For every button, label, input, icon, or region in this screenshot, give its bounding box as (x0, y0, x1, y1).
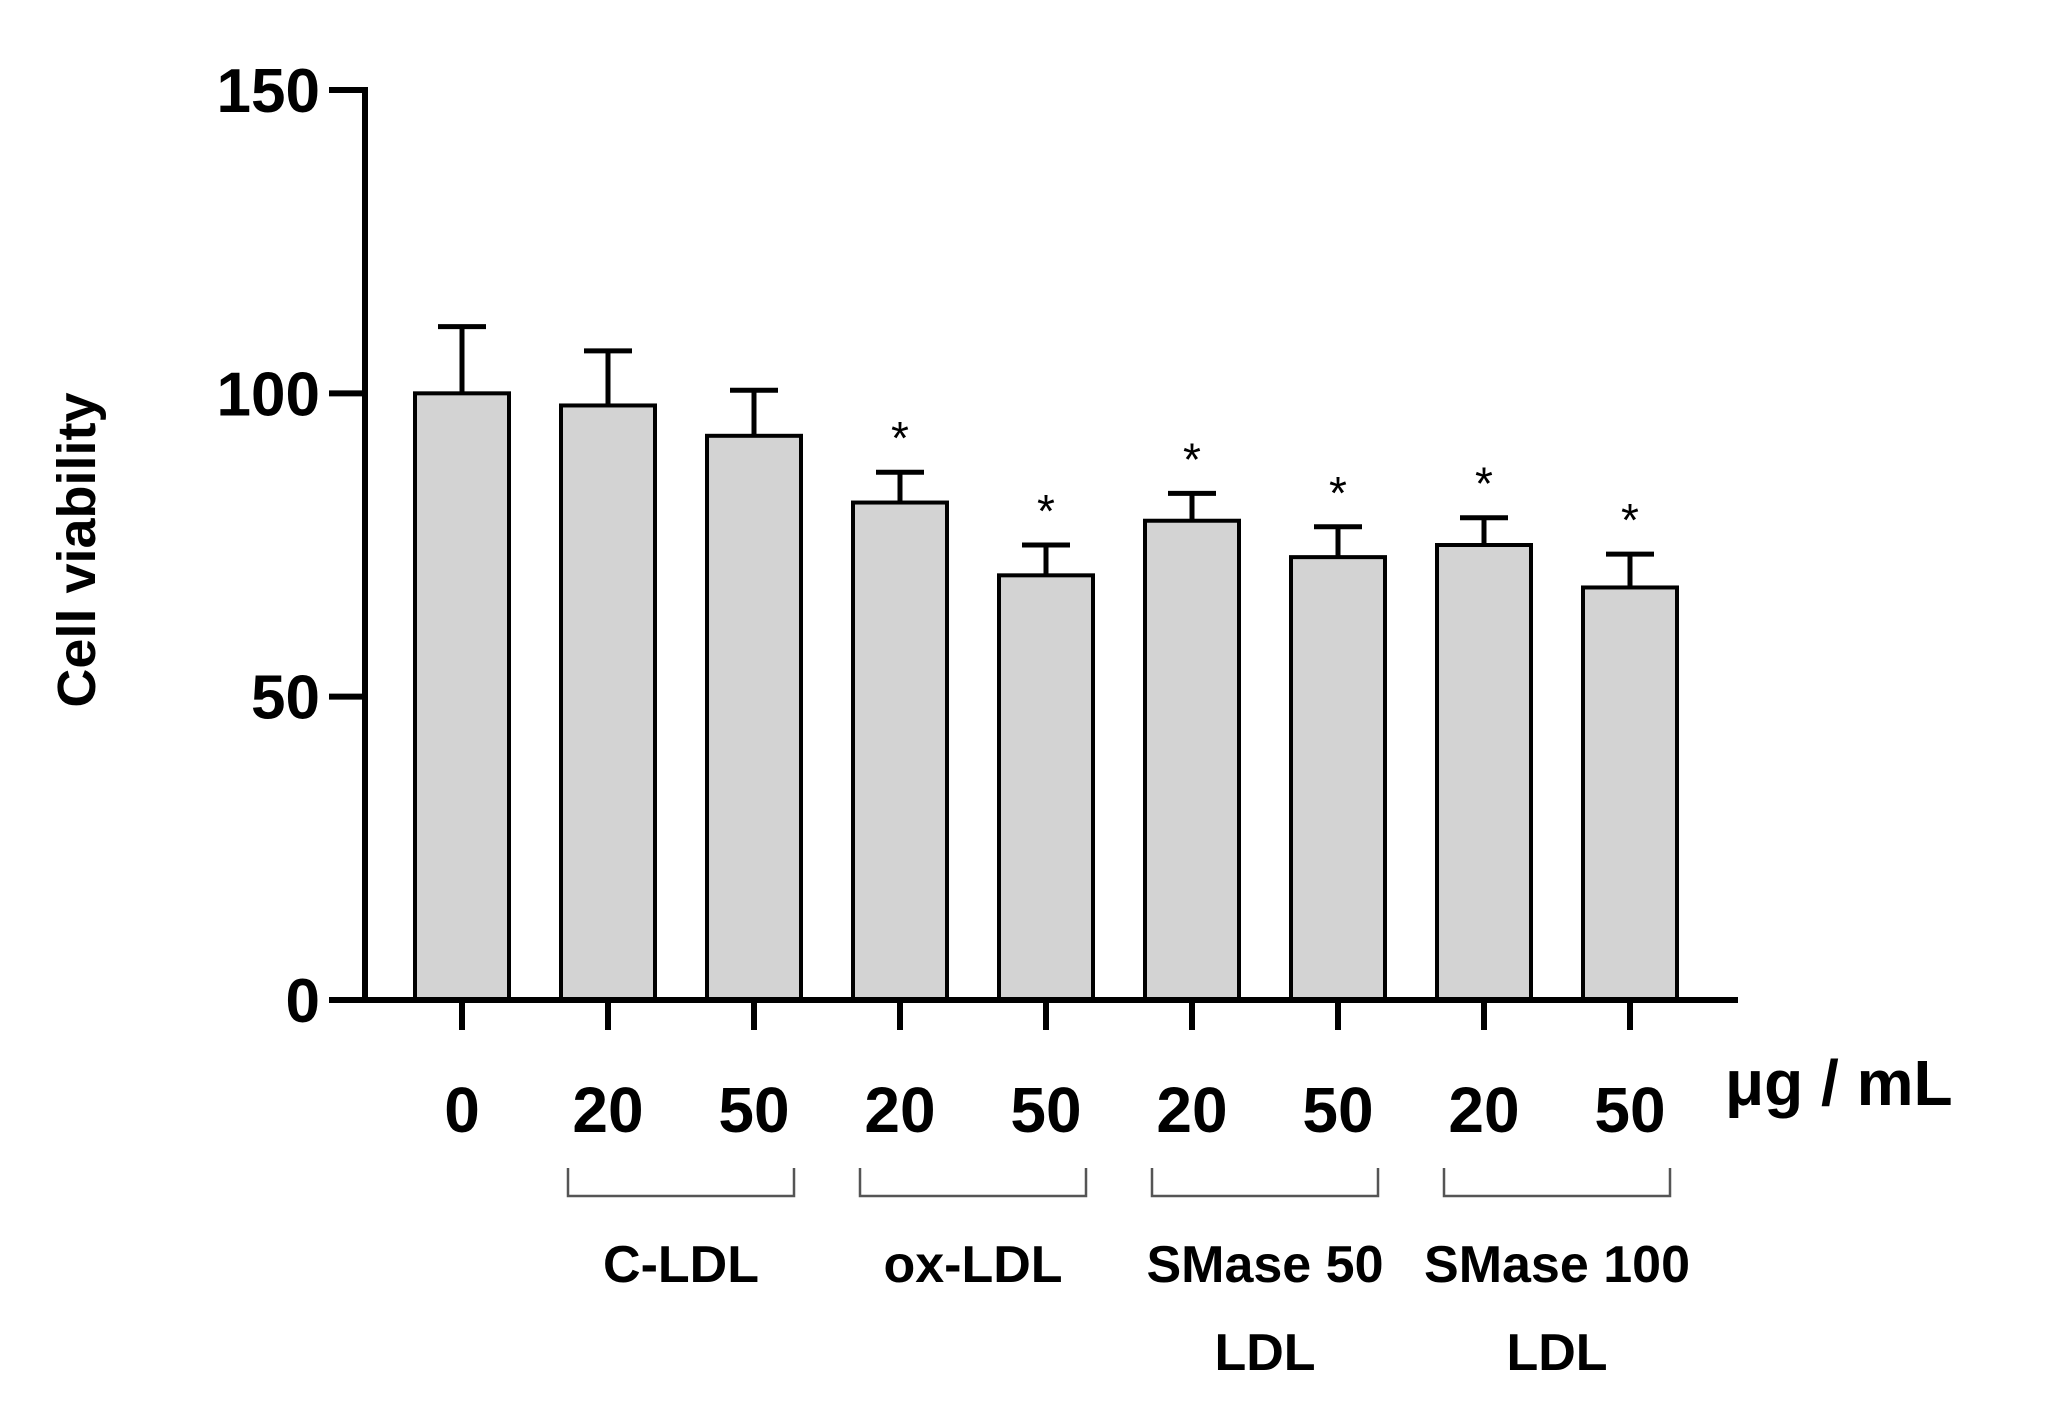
x-tick-label: 50 (1302, 1074, 1373, 1146)
group-bracket (1150, 1168, 1380, 1198)
bar (559, 403, 657, 1002)
bar (1143, 518, 1241, 1002)
group-bracket (1442, 1168, 1672, 1198)
x-tick-label: 20 (1448, 1074, 1519, 1146)
x-tick-label: 0 (444, 1074, 480, 1146)
y-tick-label: 0 (286, 967, 320, 1036)
y-tick-label: 50 (251, 664, 320, 733)
bar (851, 500, 949, 1002)
x-tick-label: 20 (572, 1074, 643, 1146)
group-bracket (858, 1168, 1088, 1198)
significance-marker: * (891, 412, 909, 464)
x-tick-label: 20 (864, 1074, 935, 1146)
group-label: SMase 100 (1424, 1236, 1690, 1294)
significance-marker: * (1183, 433, 1201, 485)
bar (705, 433, 803, 1002)
group-label: LDL (1506, 1324, 1607, 1382)
group-label: ox-LDL (883, 1236, 1062, 1294)
y-tick-label: 150 (217, 57, 320, 126)
x-tick-label: 50 (1010, 1074, 1081, 1146)
significance-marker: * (1037, 485, 1055, 537)
significance-marker: * (1621, 494, 1639, 546)
bar (1435, 543, 1533, 1002)
group-label: C-LDL (603, 1236, 759, 1294)
x-tick-label: 20 (1156, 1074, 1227, 1146)
bar (1581, 585, 1679, 1002)
x-tick-label: 50 (1594, 1074, 1665, 1146)
significance-marker: * (1329, 467, 1347, 519)
bar (997, 573, 1095, 1002)
x-tick-label: 50 (718, 1074, 789, 1146)
group-label: SMase 50 (1146, 1236, 1383, 1294)
y-axis-title: Cell viability (47, 392, 107, 707)
x-unit-label: μg / mL (1725, 1047, 1953, 1119)
significance-marker: * (1475, 458, 1493, 510)
bar (1289, 555, 1387, 1003)
group-label: LDL (1214, 1324, 1315, 1382)
y-tick-label: 100 (217, 360, 320, 429)
bar (413, 391, 511, 1003)
plot-area: 0 50 100 150 * * * * * * 0 20 50 20 50 20 50 20 50 C-LDL ox-… (217, 57, 1738, 1382)
group-bracket (566, 1168, 796, 1198)
